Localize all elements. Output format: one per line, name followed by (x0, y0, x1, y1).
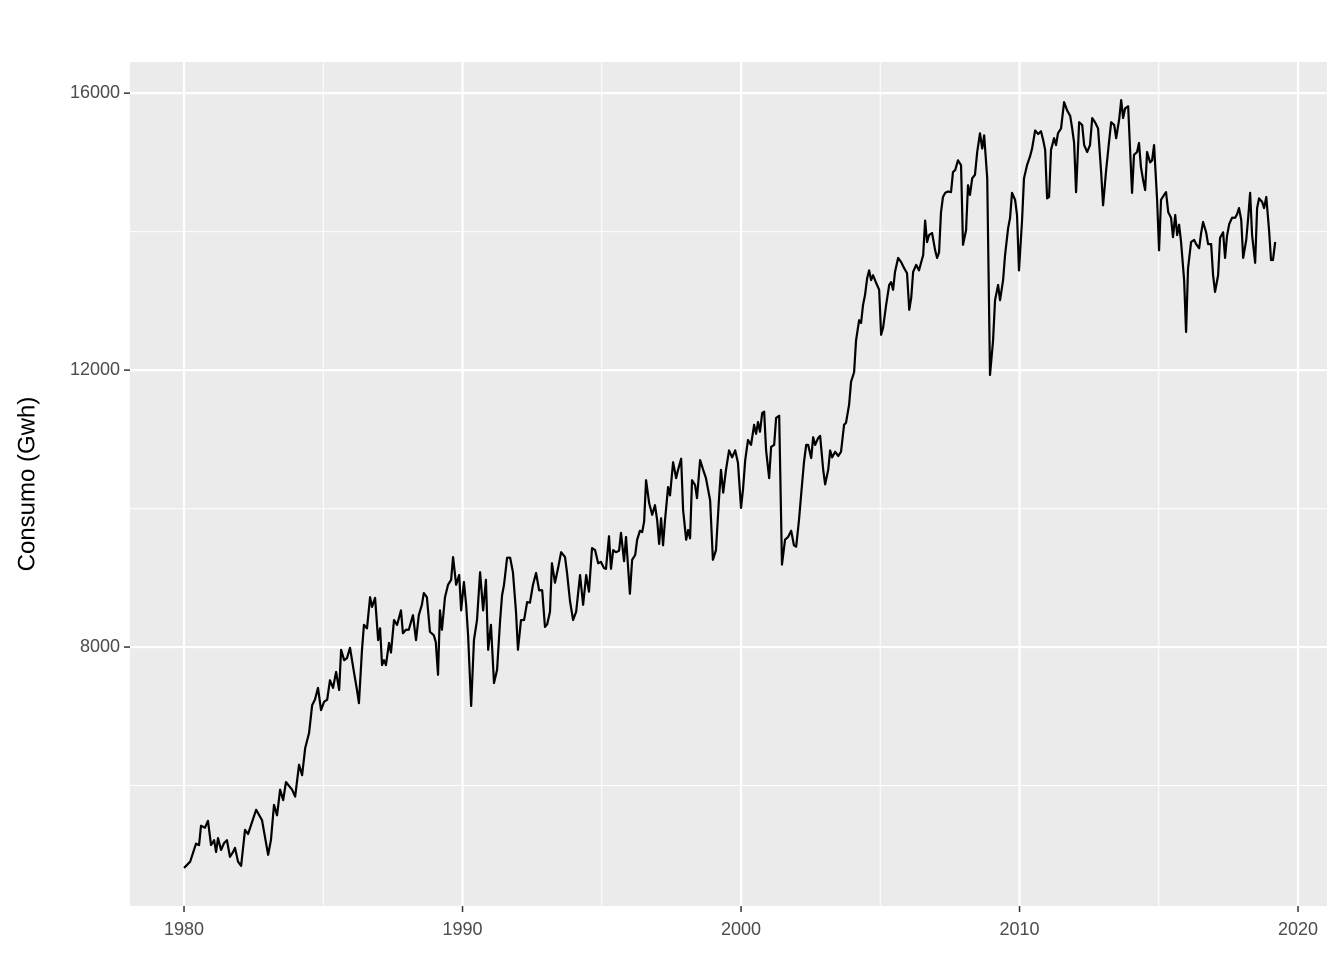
x-tick-label: 2020 (1278, 919, 1318, 939)
x-tick-label: 2010 (1000, 919, 1040, 939)
y-tick-label: 12000 (70, 359, 120, 379)
panel (130, 62, 1327, 906)
y-axis-label: Consumo (Gwh) (13, 397, 40, 572)
x-tick-label: 1980 (164, 919, 204, 939)
y-tick-label: 8000 (80, 636, 120, 656)
x-tick-label: 1990 (443, 919, 483, 939)
x-tick-label: 2000 (721, 919, 761, 939)
y-tick-label: 16000 (70, 82, 120, 102)
data-line (183, 98, 1277, 869)
